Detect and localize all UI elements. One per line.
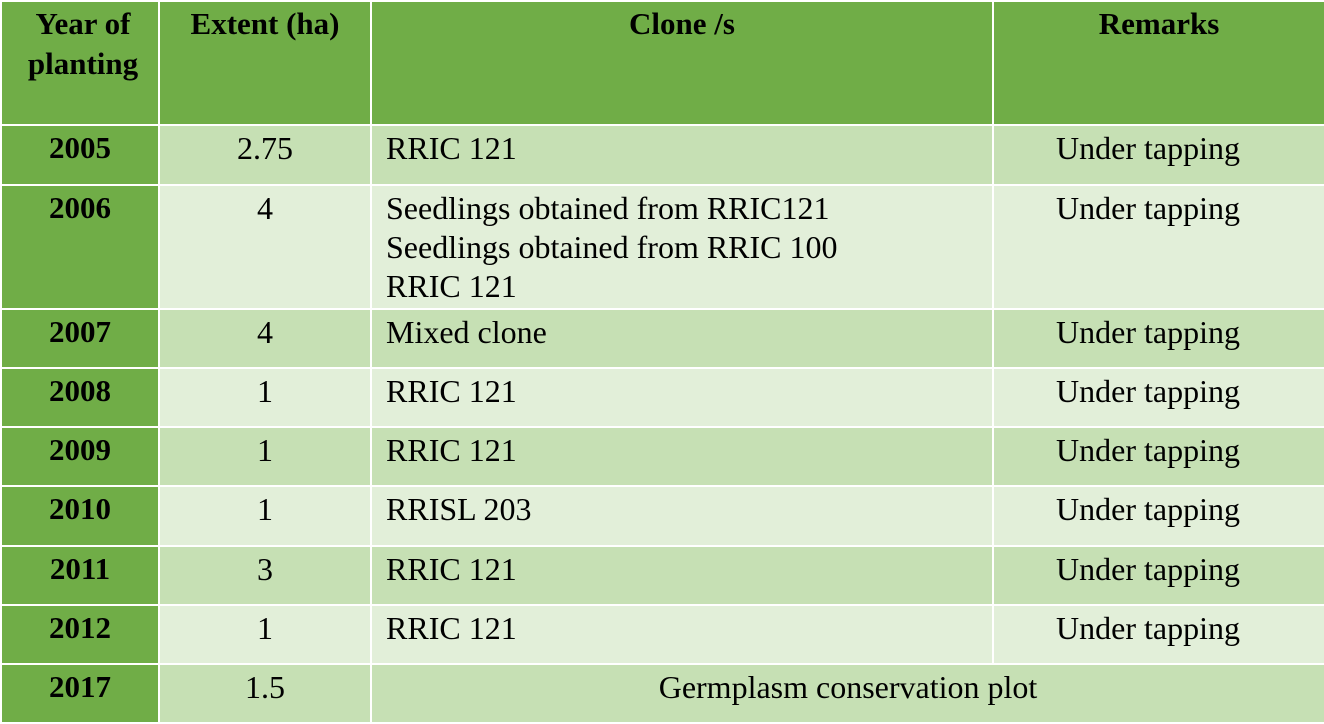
clone-line: RRIC 121 xyxy=(386,609,517,646)
clone-line: Seedlings obtained from RRIC 100 xyxy=(386,228,838,265)
year-cell: 2009 xyxy=(2,428,158,486)
clone-line: RRIC 121 xyxy=(386,130,517,167)
extent-cell: 4 xyxy=(160,185,370,308)
remarks-cell: Under tapping xyxy=(994,546,1324,604)
extent-cell: 3 xyxy=(160,546,370,604)
extent-cell: 1 xyxy=(160,605,370,663)
clone-line: RRISL 203 xyxy=(386,491,532,528)
remarks-cell: Under tapping xyxy=(994,428,1324,486)
year-cell: 2012 xyxy=(2,605,158,663)
extent-cell: 4 xyxy=(160,310,370,368)
table-row: 2006 4 Seedlings obtained from RRIC121 S… xyxy=(2,185,1324,308)
extent-cell: 1 xyxy=(160,428,370,486)
extent-cell: 1 xyxy=(160,369,370,427)
clone-line: RRIC 121 xyxy=(386,373,517,410)
clone-cell: Mixed clone xyxy=(372,310,992,368)
remarks-cell: Under tapping xyxy=(994,185,1324,308)
year-cell: 2007 xyxy=(2,310,158,368)
extent-cell: 1 xyxy=(160,487,370,545)
header-remarks: Remarks xyxy=(1098,6,1220,41)
clone-line: RRIC 121 xyxy=(386,267,517,304)
extent-cell: 1.5 xyxy=(160,664,370,722)
remarks-cell: Under tapping xyxy=(994,605,1324,663)
year-cell: 2010 xyxy=(2,487,158,545)
header-extent: Extent (ha) xyxy=(190,6,340,41)
table-row: 2007 4 Mixed clone Under tapping xyxy=(2,310,1324,368)
table-row: 2012 1 RRIC 121 Under tapping xyxy=(2,605,1324,663)
extent-cell: 2.75 xyxy=(160,126,370,184)
clone-line: Mixed clone xyxy=(386,314,547,350)
clone-cell: RRISL 203 xyxy=(372,487,992,545)
table-row: 2009 1 RRIC 121 Under tapping xyxy=(2,428,1324,486)
clone-cell: RRIC 121 xyxy=(372,605,992,663)
remarks-cell: Under tapping xyxy=(994,126,1324,184)
table-row: 2010 1 RRISL 203 Under tapping xyxy=(2,487,1324,545)
clone-line: RRIC 121 xyxy=(386,550,517,587)
table-row: 2017 1.5 Germplasm conservation plot xyxy=(2,664,1324,722)
clone-cell: Seedlings obtained from RRIC121 Seedling… xyxy=(372,185,992,308)
clone-cell: RRIC 121 xyxy=(372,428,992,486)
table-row: 2008 1 RRIC 121 Under tapping xyxy=(2,369,1324,427)
table-row: 2011 3 RRIC 121 Under tapping xyxy=(2,546,1324,604)
year-cell: 2006 xyxy=(2,185,158,308)
clone-line: Seedlings obtained from RRIC121 xyxy=(386,189,830,226)
header-clone: Clone /s xyxy=(629,6,735,41)
remarks-cell: Under tapping xyxy=(994,369,1324,427)
table-row: 2005 2.75 RRIC 121 Under tapping xyxy=(2,126,1324,184)
header-year: Year of planting xyxy=(27,6,139,81)
clone-cell: RRIC 121 xyxy=(372,369,992,427)
germplasm-cell: Germplasm conservation plot xyxy=(372,664,1324,722)
table-header-row: Year of planting Extent (ha) Clone /s Re… xyxy=(2,2,1324,125)
remarks-cell: Under tapping xyxy=(994,310,1324,368)
year-cell: 2008 xyxy=(2,369,158,427)
clone-cell: RRIC 121 xyxy=(372,546,992,604)
clone-cell: RRIC 121 xyxy=(372,126,992,184)
clone-line: RRIC 121 xyxy=(386,432,517,469)
year-cell: 2005 xyxy=(2,126,158,184)
year-cell: 2011 xyxy=(2,546,158,604)
remarks-cell: Under tapping xyxy=(994,487,1324,545)
year-cell: 2017 xyxy=(2,664,158,722)
